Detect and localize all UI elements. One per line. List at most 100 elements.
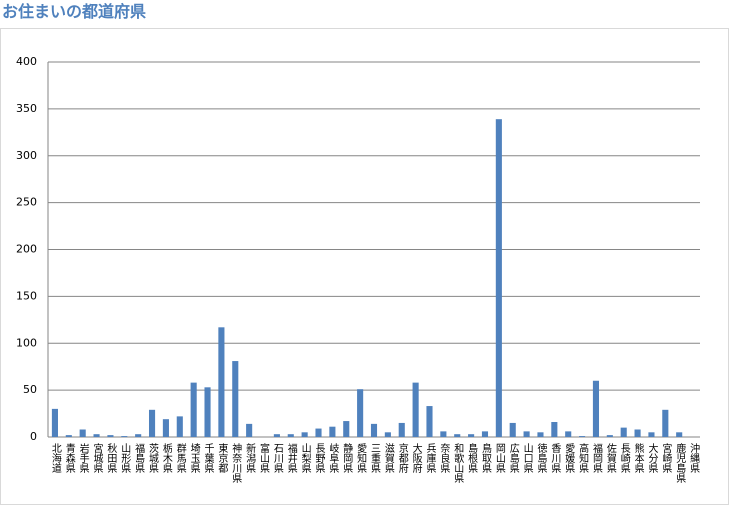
bar [495,119,502,437]
bar [218,327,225,437]
bar [481,431,489,437]
x-tick-label: 大阪府 [410,442,422,474]
y-tick-label: 400 [16,55,37,68]
x-tick-label: 福島県 [133,442,145,474]
bar [107,435,114,437]
chart-frame [0,28,729,505]
bar [509,422,516,437]
bar [93,434,100,437]
bar [273,434,280,437]
x-tick-label: 秋田県 [105,442,117,474]
bar [620,427,627,437]
x-tick-label: 三重県 [369,443,381,474]
bar [523,431,530,437]
bar [190,382,197,437]
bar [176,416,183,437]
bar [301,432,308,437]
x-tick-label: 福岡県 [590,442,602,474]
x-tick-label: 福井県 [285,442,297,474]
x-tick-label: 富山県 [258,442,270,474]
bar [65,435,72,437]
x-tick-label: 愛媛県 [563,442,575,474]
x-tick-label: 山梨県 [299,443,311,474]
bar [384,432,391,437]
x-tick-label: 鳥取県 [479,442,491,474]
bar [426,406,433,437]
x-tick-label: 千葉県 [202,443,214,474]
bar [370,423,378,437]
x-tick-label: 栃木県 [160,442,172,474]
x-tick-label: 鹿児島県 [674,442,686,484]
bar [232,361,239,437]
x-tick-label: 熊本県 [632,442,644,474]
y-tick-label: 150 [16,289,37,302]
x-tick-label: 東京都 [216,442,228,474]
bar [135,434,142,437]
bar [565,431,572,437]
x-tick-label: 京都府 [396,442,408,474]
x-tick-label: 兵庫県 [424,442,436,474]
bar [551,422,558,437]
x-tick-label: 宮城県 [91,442,103,474]
x-tick-label: 山口県 [521,443,533,474]
x-tick-label: 群馬県 [174,442,186,474]
x-tick-label: 宮崎県 [660,442,672,474]
bar [287,434,294,437]
bar [592,380,600,437]
x-tick-label: 沖縄県 [688,442,700,474]
x-tick-label: 北海道 [49,443,61,473]
x-tick-label: 長野県 [313,443,325,474]
x-tick-label: 大分県 [646,442,658,474]
bar [329,426,336,437]
bar [454,434,461,437]
bar [537,432,544,437]
x-tick-label: 奈良県 [438,442,450,474]
x-tick-label: 岡山県 [493,443,505,474]
x-tick-label: 香川県 [549,443,561,474]
bar [246,423,253,437]
x-tick-label: 徳島県 [535,442,547,474]
bar [398,422,405,437]
x-tick-label: 佐賀県 [604,443,616,474]
y-tick-label: 300 [16,149,37,162]
bar [648,432,655,437]
y-tick-label: 100 [16,336,37,349]
bar [468,434,475,437]
bar [676,432,683,437]
x-tick-label: 神奈川県 [230,442,242,484]
x-tick-label: 和歌山県 [452,443,464,484]
x-tick-label: 長崎県 [618,443,630,474]
x-tick-label: 高知県 [577,442,589,474]
x-tick-label: 岩手県 [77,442,89,474]
bar [148,409,156,437]
chart-title: お住まいの都道府県 [2,2,146,21]
bar [662,409,669,437]
bar [51,408,58,437]
y-tick-label: 200 [16,243,37,256]
y-tick-label: 50 [23,383,37,396]
x-tick-label: 岐阜県 [327,442,339,474]
bar [315,428,322,437]
bar [121,436,128,437]
bar [343,421,350,437]
y-tick-label: 350 [16,102,37,115]
bar [634,429,641,437]
bar [440,431,447,437]
bar [412,382,419,437]
x-tick-label: 埼玉県 [188,442,200,474]
bar [204,387,211,437]
x-tick-label: 青森県 [63,442,75,474]
x-tick-label: 新潟県 [244,442,256,474]
x-tick-label: 愛知県 [355,442,367,474]
y-tick-label: 0 [30,430,37,443]
x-tick-label: 茨城県 [147,442,159,474]
bar [357,389,364,437]
x-tick-label: 広島県 [507,442,519,474]
x-tick-label: 石川県 [271,443,283,474]
x-tick-label: 静岡県 [341,442,353,474]
bar [606,435,613,437]
bar [162,419,169,437]
x-tick-label: 滋賀県 [382,442,394,474]
